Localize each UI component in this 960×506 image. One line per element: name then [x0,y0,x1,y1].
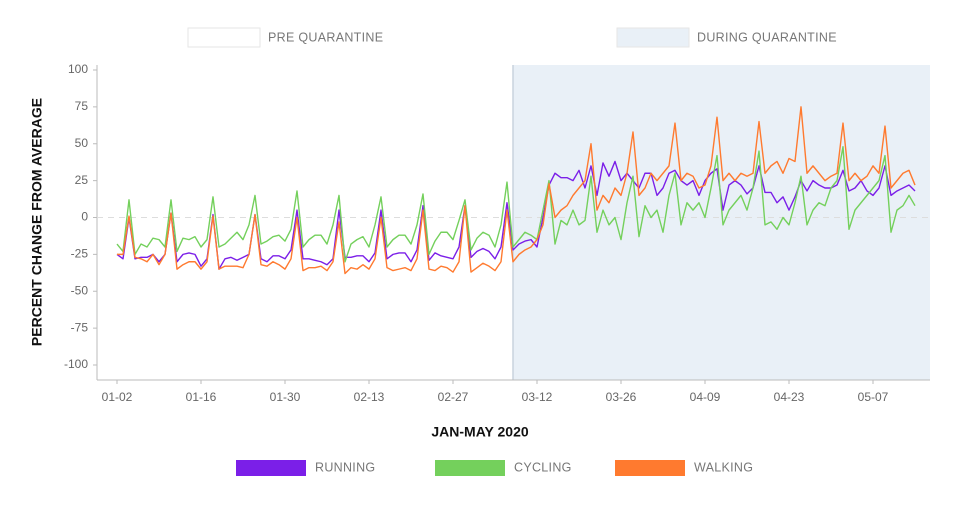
y-tick-label: 50 [75,136,89,150]
x-tick-label: 05-07 [858,390,889,404]
y-tick-label: -75 [71,320,89,334]
x-tick-label: 01-02 [102,390,133,404]
x-tick-label: 02-27 [438,390,469,404]
legend-label: WALKING [694,460,753,474]
region-legend-label: DURING QUARANTINE [697,30,837,44]
y-tick-label: 25 [75,173,89,187]
x-tick-label: 01-30 [270,390,301,404]
y-axis-label: PERCENT CHANGE FROM AVERAGE [29,98,45,346]
region-legend-label: PRE QUARANTINE [268,30,383,44]
y-tick-label: -50 [71,283,89,297]
y-tick-label: -100 [64,357,88,371]
legend-swatch [615,460,685,476]
region-legend-swatch [616,27,690,48]
region-shade [513,65,930,380]
y-tick-label: 75 [75,99,89,113]
legend-swatch [435,460,505,476]
y-tick-label: 100 [68,62,88,76]
legend-label: RUNNING [315,460,375,474]
series-line [117,106,916,275]
x-tick-label: 04-23 [774,390,805,404]
region-legend-swatch [187,27,261,48]
y-tick-label: -25 [71,247,89,261]
legend-swatch [236,460,306,476]
x-tick-label: 03-12 [522,390,553,404]
legend-label: CYCLING [514,460,572,474]
x-tick-label: 02-13 [354,390,385,404]
y-tick-label: 0 [81,210,88,224]
x-tick-label: 01-16 [186,390,217,404]
x-tick-label: 03-26 [606,390,637,404]
region-shade [97,65,513,380]
series-line [116,146,916,263]
x-tick-label: 04-09 [690,390,721,404]
x-axis-label: JAN-MAY 2020 [431,424,528,440]
